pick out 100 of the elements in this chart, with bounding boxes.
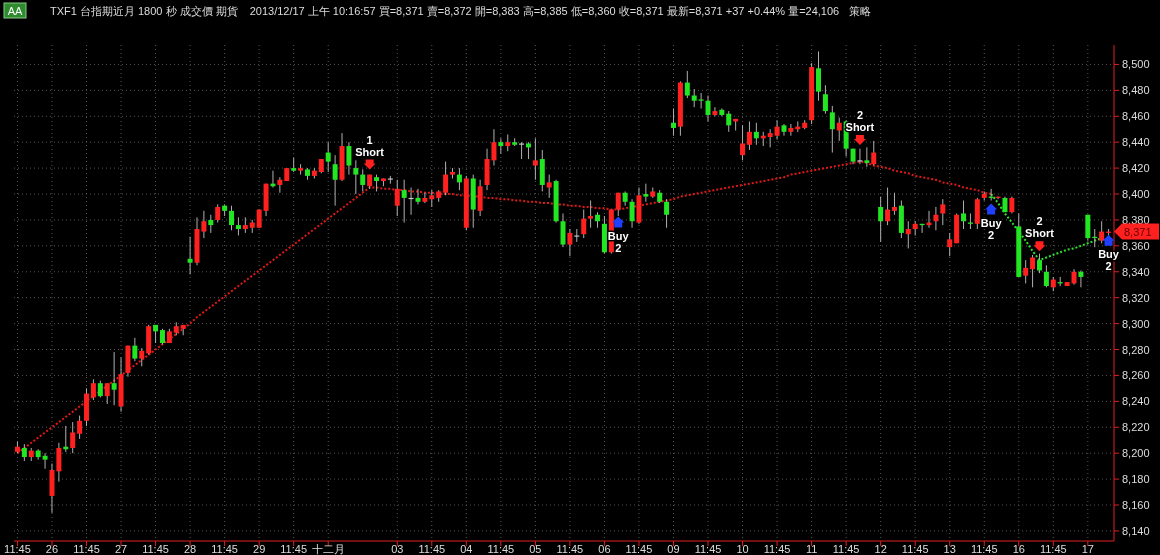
y-tick-label: 8,340 xyxy=(1122,265,1150,278)
candlestick xyxy=(401,179,407,224)
candlestick xyxy=(588,200,594,229)
candlestick xyxy=(767,128,773,148)
point xyxy=(363,159,376,170)
candlestick xyxy=(705,95,711,122)
x-tick-label: 03 xyxy=(391,543,404,555)
candlestick xyxy=(332,154,338,207)
candlestick xyxy=(822,84,828,115)
header: AA TXF1 台指期近月 1800 秒 成交價 期貨 2013/12/17 上午 10:16:57 買=8,371 賣=8,372 開=8,383 高=8,385 低=8,360 收=8,371 最新=8,371 +37 +0.44% 量=24,106 策略 xyxy=(3,2,872,19)
candlestick xyxy=(422,192,428,204)
x-tick-label: 11:45 xyxy=(901,543,929,555)
point xyxy=(853,134,866,145)
x-tick-label: 11:45 xyxy=(4,543,31,555)
candlestick xyxy=(961,200,967,230)
x-tick-label: 26 xyxy=(45,543,59,555)
candlestick xyxy=(139,347,145,367)
candlestick xyxy=(394,179,400,217)
candlestick xyxy=(277,176,283,194)
candlestick xyxy=(726,110,732,133)
candlestick xyxy=(532,137,538,181)
candlestick xyxy=(857,148,863,165)
x-tick-label: 27 xyxy=(114,543,128,555)
candlestick xyxy=(187,236,193,275)
point xyxy=(1102,234,1115,246)
chart-subtitle: 2013/12/17 上午 10:16:57 買=8,371 賣=8,372 開=8,383 高=8,385 低=8,360 收=8,371 最新=8,371 +37 +0.44% 量=24,106 xyxy=(249,5,840,17)
y-tick-label: 8,500 xyxy=(1122,58,1150,71)
candlestick xyxy=(740,124,746,161)
x-tick-label: 11:45 xyxy=(280,543,308,555)
x-tick-label: 28 xyxy=(183,543,197,555)
candlestick xyxy=(947,232,953,257)
y-tick-label: 8,460 xyxy=(1122,110,1150,123)
candlestick xyxy=(664,198,670,229)
candlestick xyxy=(229,205,235,231)
candlestick xyxy=(885,187,891,226)
x-tick-label: 11:45 xyxy=(694,543,722,555)
candlestick xyxy=(691,88,697,108)
candlestick xyxy=(1023,259,1029,284)
candlestick xyxy=(905,220,911,249)
candlestick xyxy=(816,50,822,102)
candlestick xyxy=(864,146,870,168)
x-tick-label: 11:45 xyxy=(211,543,238,555)
candlestick xyxy=(215,203,221,224)
candlestick xyxy=(77,415,83,440)
y-tick-label: 8,320 xyxy=(1122,291,1150,304)
candlestick xyxy=(712,106,718,117)
candlestick xyxy=(581,209,587,239)
y-tick-label: 8,360 xyxy=(1122,239,1150,252)
x-tick-label: 11:45 xyxy=(418,543,446,555)
x-tick-label: 11:45 xyxy=(763,543,791,555)
candlestick xyxy=(415,188,421,205)
candlestick xyxy=(70,421,76,454)
y-tick-label: 8,280 xyxy=(1122,343,1150,356)
candlestick xyxy=(1030,254,1036,288)
candlestick xyxy=(836,117,842,142)
x-tick-label: 11:45 xyxy=(142,543,169,555)
y-tick-label: 8,160 xyxy=(1122,499,1150,512)
x-tick-label: 06 xyxy=(598,543,611,555)
x-tick-label: 29 xyxy=(253,543,266,555)
candlestick xyxy=(891,192,897,216)
x-tick-label: 10 xyxy=(736,543,749,555)
annotation: Buy 2 xyxy=(1098,247,1120,272)
candlestick xyxy=(132,337,138,362)
candlestick xyxy=(353,159,359,195)
point xyxy=(612,216,625,228)
x-tick-label: 17 xyxy=(1081,543,1094,555)
y-tick-label: 8,380 xyxy=(1122,213,1150,226)
candlestick xyxy=(753,122,759,146)
x-tick-label: 11:45 xyxy=(625,543,653,555)
y-tick-label: 8,180 xyxy=(1122,473,1150,486)
candlestick xyxy=(325,141,331,173)
x-tick-label: 09 xyxy=(667,543,680,555)
candlestick xyxy=(360,168,366,192)
candlestick xyxy=(788,123,794,137)
candlestick xyxy=(940,198,946,226)
text: 8,371 xyxy=(1124,225,1152,238)
x-tick-label: 12 xyxy=(874,543,887,555)
candlestick xyxy=(567,228,573,257)
y-tick-label: 8,220 xyxy=(1122,421,1150,434)
x-tick-label: 十二月 xyxy=(311,543,345,555)
candlestick xyxy=(1043,264,1049,288)
y-tick-label: 8,240 xyxy=(1122,395,1150,408)
candlestick xyxy=(235,216,241,236)
candlestick xyxy=(670,107,676,137)
point xyxy=(985,203,998,215)
candlestick xyxy=(560,212,566,248)
candlestick xyxy=(1078,269,1084,288)
x-tick-label: 11:45 xyxy=(832,543,860,555)
candlestick xyxy=(90,378,96,401)
candlestick xyxy=(208,214,214,234)
annotation: 1 Short xyxy=(355,133,385,158)
candlestick xyxy=(111,351,117,406)
x-tick-label: 11:45 xyxy=(556,543,584,555)
candlestick xyxy=(443,161,449,196)
x-tick-label: 05 xyxy=(529,543,542,555)
x-tick-label: 11:45 xyxy=(487,543,515,555)
candlestick xyxy=(1085,214,1091,242)
y-tick-label: 8,200 xyxy=(1122,447,1150,460)
candlestick xyxy=(746,120,752,151)
candlestick xyxy=(104,382,110,405)
